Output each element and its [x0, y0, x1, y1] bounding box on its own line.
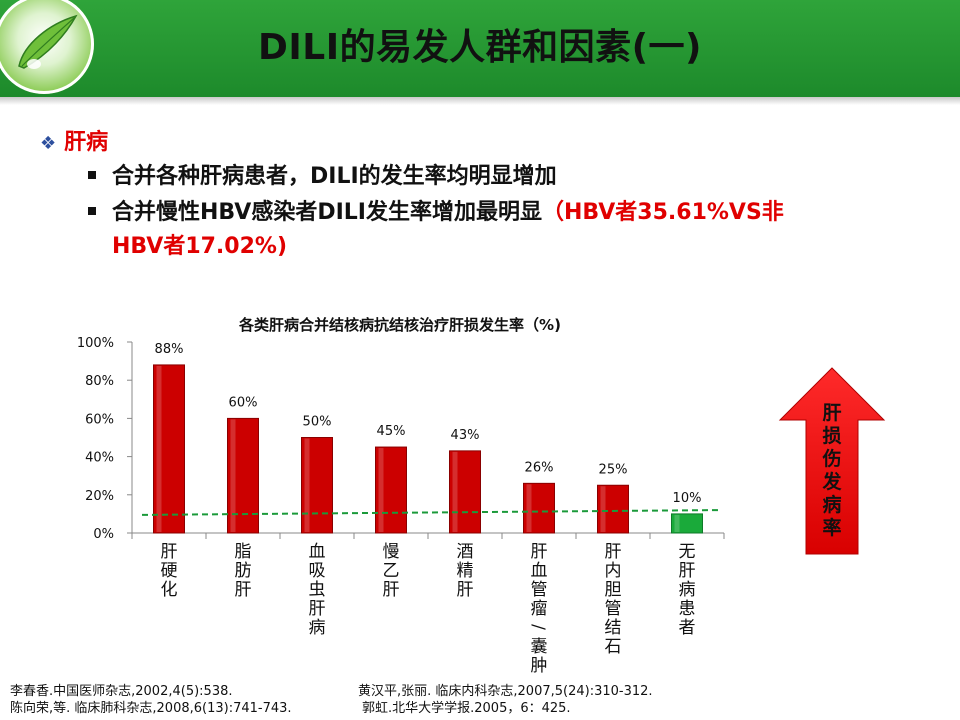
- category-label-char: 吸: [309, 561, 326, 581]
- trend-line: [141, 509, 720, 516]
- data-label: 26%: [525, 460, 554, 475]
- category-label-char: 肝: [383, 580, 400, 600]
- data-label: 88%: [155, 342, 184, 357]
- y-tick-label: 20%: [85, 489, 114, 504]
- category-label-char: 脂: [235, 542, 252, 562]
- arrow-label: 肝损伤发病率: [822, 402, 842, 539]
- category-label-char: 肝: [161, 542, 178, 562]
- bar-highlight: [378, 448, 384, 532]
- category-label-char: 管: [605, 599, 622, 619]
- bullet-item-1: 合并各种肝病患者，DILI的发生率均明显增加: [88, 158, 557, 190]
- bar: [153, 364, 185, 534]
- bar-highlight: [526, 484, 532, 532]
- category-label-char: 精: [457, 561, 474, 581]
- chart-title: 各类肝病合并结核病抗结核治疗肝损发生率（%): [239, 316, 561, 334]
- category-label-char: 肝: [605, 542, 622, 562]
- data-label: 60%: [229, 395, 258, 410]
- reference-2: 黄汉平,张丽. 临床内科杂志,2007,5(24):310-312.: [358, 684, 653, 699]
- category-label-char: 肿: [531, 656, 548, 676]
- category-label-char: 肝: [531, 542, 548, 562]
- bar: [671, 513, 703, 534]
- category-label-char: 虫: [309, 580, 326, 600]
- category-label-char: 管: [531, 580, 548, 600]
- category-label-char: 乙: [383, 561, 400, 581]
- y-tick-label: 40%: [85, 451, 114, 466]
- bullet-item-2-continued: HBV者17.02%): [112, 234, 288, 259]
- category-label-char: 者: [679, 618, 696, 638]
- category-label-char: 酒: [457, 542, 474, 562]
- up-arrow-icon: [778, 366, 886, 556]
- title-bar: DILI的易发人群和因素(一): [0, 0, 960, 97]
- y-tick-label: 100%: [77, 336, 114, 351]
- category-label-char: /: [528, 624, 548, 630]
- y-tick-label: 0%: [93, 527, 114, 542]
- category-label-char: 化: [161, 580, 178, 600]
- bar-highlight: [452, 451, 458, 532]
- reference-3: 陈向荣,等. 临床肺科杂志,2008,6(13):741-743.: [10, 701, 292, 716]
- bar-highlight: [230, 419, 236, 532]
- category-label-char: 病: [679, 580, 696, 600]
- heading-text: 肝病: [64, 130, 109, 155]
- category-label-char: 无: [679, 542, 696, 562]
- bullet-heading: ❖ 肝病: [40, 124, 108, 156]
- y-tick-label: 80%: [85, 374, 114, 389]
- bullet-item-2-highlight: （HBV者35.61%VS非: [541, 200, 784, 225]
- category-label-char: 肝: [235, 580, 252, 600]
- bar: [301, 437, 333, 534]
- bar: [449, 450, 481, 534]
- bar-highlight: [674, 514, 680, 532]
- bar: [523, 482, 555, 534]
- diamond-bullet-icon: ❖: [40, 133, 57, 154]
- category-label-char: 患: [679, 599, 696, 619]
- bullet-item-2-text: 合并慢性HBV感染者DILI发生率增加最明显: [112, 200, 542, 225]
- bar: [597, 484, 629, 534]
- data-label: 10%: [673, 491, 702, 506]
- square-bullet-icon: [88, 171, 96, 179]
- bar-highlight: [156, 365, 162, 532]
- reference-4: 郭虹.北华大学学报.2005，6：425.: [362, 701, 571, 716]
- category-label-char: 肝: [309, 599, 326, 619]
- category-label-char: 肝: [679, 561, 696, 581]
- category-label-char: 结: [605, 618, 622, 638]
- bullet-item-1-text: 合并各种肝病患者，DILI的发生率均明显增加: [112, 164, 557, 189]
- category-label-char: 血: [531, 561, 548, 581]
- bullet-item-2: 合并慢性HBV感染者DILI发生率增加最明显（HBV者35.61%VS非: [88, 194, 948, 226]
- category-label-char: 肝: [457, 580, 474, 600]
- title-bar-shadow: [0, 97, 960, 105]
- category-label-char: 内: [605, 561, 622, 581]
- category-label-char: 瘤: [531, 599, 548, 619]
- reference-1: 李春香.中国医师杂志,2002,4(5):538.: [10, 684, 233, 699]
- category-label-char: 血: [309, 542, 326, 562]
- category-label-char: 肪: [235, 561, 252, 581]
- bar: [375, 446, 407, 534]
- bar-chart: 0%20%40%60%80%100% 88%肝硬化60%脂肪肝50%血吸虫肝病45…: [77, 336, 725, 676]
- category-label-char: 胆: [605, 580, 622, 600]
- category-label-char: 石: [605, 637, 622, 657]
- category-label-char: 病: [309, 618, 326, 638]
- leaf-logo-icon: [0, 0, 94, 94]
- bar-highlight: [600, 486, 606, 532]
- data-label: 25%: [599, 462, 628, 477]
- square-bullet-icon: [88, 207, 96, 215]
- data-label: 43%: [451, 428, 480, 443]
- slide-title: DILI的易发人群和因素(一): [257, 27, 703, 68]
- category-label-char: 慢: [383, 541, 400, 562]
- data-label: 45%: [377, 424, 406, 439]
- data-label: 50%: [303, 415, 332, 430]
- category-label-char: 囊: [531, 637, 548, 657]
- category-label-char: 硬: [161, 561, 178, 581]
- bar-highlight: [304, 438, 310, 532]
- y-tick-label: 60%: [85, 412, 114, 427]
